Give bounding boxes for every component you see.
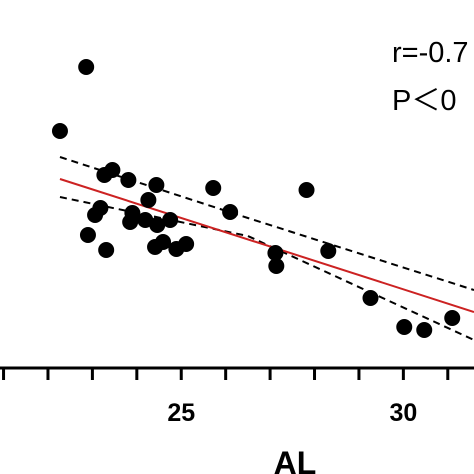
point <box>51 123 68 139</box>
x-tick-label: 25 <box>167 399 195 427</box>
fit-line <box>59 178 474 313</box>
point <box>79 227 96 243</box>
point <box>104 162 121 178</box>
point <box>98 242 115 258</box>
point <box>87 207 104 223</box>
point <box>205 180 222 196</box>
point <box>137 212 154 228</box>
point <box>298 182 315 198</box>
point <box>444 310 461 326</box>
point <box>149 217 166 233</box>
point <box>416 322 433 338</box>
point <box>140 192 157 208</box>
point <box>396 319 413 335</box>
x-tick-label: 30 <box>389 399 417 427</box>
point <box>178 236 195 252</box>
x-axis-label: AL <box>274 445 317 474</box>
point <box>120 172 137 188</box>
annotation: r=-0.7 <box>392 37 469 69</box>
point <box>268 258 285 274</box>
point <box>222 204 239 220</box>
point <box>320 243 337 259</box>
point <box>148 177 165 193</box>
point <box>122 214 139 230</box>
confidence-band <box>59 196 474 341</box>
point <box>78 59 95 75</box>
point <box>267 245 284 261</box>
point <box>362 290 379 306</box>
point <box>162 212 179 228</box>
annotation: P＜0 <box>392 85 456 117</box>
point <box>155 234 172 250</box>
